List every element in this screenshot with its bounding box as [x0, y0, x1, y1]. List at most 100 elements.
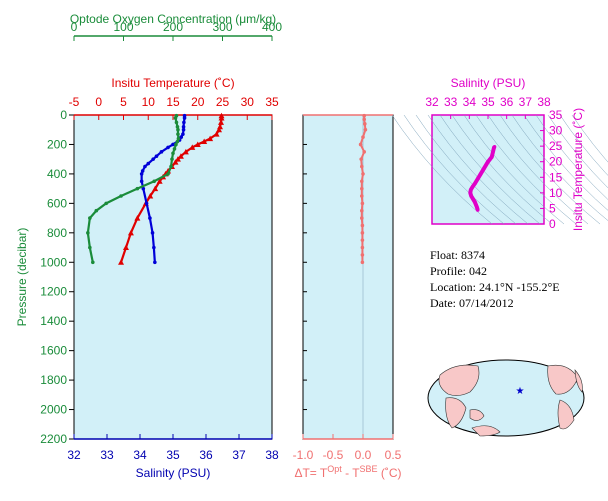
temperature-tick-label: 5 — [120, 95, 127, 109]
delta-point — [361, 172, 365, 176]
temperature-point — [213, 131, 220, 137]
temperature-point — [127, 229, 134, 236]
oxygen-point — [169, 164, 173, 169]
ts-temperature-tick-label: 10 — [549, 186, 563, 200]
pressure-tick-label: 1400 — [40, 314, 67, 328]
temperature-point — [201, 138, 208, 145]
delta-point — [360, 260, 365, 265]
oxygen-tick-label: 200 — [163, 20, 183, 34]
delta-point — [360, 201, 365, 206]
delta-point — [363, 122, 367, 126]
salinity-tick-label: 35 — [166, 448, 180, 462]
delta-point — [360, 223, 365, 228]
salinity-tick-label: 32 — [67, 448, 81, 462]
temperature-point — [218, 114, 225, 121]
delta-point — [360, 216, 364, 220]
landmass — [471, 425, 501, 437]
ts-temperature-tick-label: 0 — [549, 217, 556, 231]
temperature-axis-label: Insitu Temperature (˚C) — [111, 76, 234, 90]
temperature-tick-label: 30 — [241, 95, 255, 109]
delta-axis-label: ΔT= TOpt - TSBE (˚C) — [294, 464, 401, 480]
ts-point — [471, 197, 475, 201]
density-contour — [571, 114, 608, 163]
density-contour — [415, 114, 517, 225]
oxygen-tick-label: 300 — [212, 20, 232, 34]
salinity-point — [148, 216, 152, 220]
density-contour — [427, 114, 529, 225]
ts-temperature-tick-label: 15 — [549, 170, 563, 184]
temperature-tick-label: 0 — [95, 95, 102, 109]
density-contour — [487, 114, 589, 225]
oxygen-point — [170, 157, 174, 161]
salinity-axis-label: Salinity (PSU) — [136, 466, 211, 480]
salinity-point — [151, 157, 155, 161]
location-label: Location: 24.1°N -155.2°E — [430, 280, 560, 294]
delta-axis-label-part: (˚C) — [378, 466, 402, 480]
oxygen-point — [175, 124, 180, 129]
density-contour — [475, 114, 577, 225]
temperature-point — [152, 185, 159, 192]
delta-point — [362, 117, 367, 122]
ts-point — [475, 177, 480, 181]
delta-axis-label-part: Opt — [327, 464, 342, 474]
ts-temperature-tick-label: 30 — [549, 124, 563, 138]
salinity-tick-label: 36 — [199, 448, 213, 462]
float-label: Float: 8374 — [430, 248, 486, 262]
profile-panel: 0200400600800100012001400160018002000220… — [15, 12, 282, 480]
oxygen-point — [119, 194, 123, 198]
delta-axis-label-part: SBE — [360, 464, 378, 474]
landmass — [438, 364, 480, 396]
temperature-point — [177, 153, 184, 159]
oxygen-tick-label: 0 — [71, 20, 78, 34]
salinity-point — [146, 161, 151, 166]
density-contour — [523, 114, 608, 211]
salinity-point — [144, 201, 149, 206]
ts-point — [482, 166, 487, 170]
density-contour — [511, 114, 608, 221]
temperature-point — [118, 259, 125, 265]
ts-point — [489, 155, 494, 159]
landmass — [547, 364, 579, 395]
delta-axis-label-part: ΔT= T — [294, 466, 327, 480]
temperature-tick-label: 20 — [191, 95, 205, 109]
landmass — [469, 409, 485, 421]
ts-temperature-tick-label: 5 — [549, 201, 556, 215]
pressure-axis-label: Pressure (decibar) — [15, 228, 29, 327]
oxygen-point — [176, 136, 181, 141]
temperature-point — [134, 215, 141, 221]
temperature-tick-label: 35 — [265, 95, 279, 109]
delta-point — [358, 142, 363, 147]
ts-point — [469, 187, 473, 192]
ts-salinity-tick-label: 38 — [537, 95, 551, 109]
ts-point — [492, 145, 496, 150]
pressure-tick-label: 1200 — [40, 285, 67, 299]
world-map: ★ — [427, 359, 585, 437]
salinity-point — [150, 231, 155, 235]
delta-point — [363, 127, 368, 132]
pressure-tick-label: 800 — [47, 226, 67, 240]
salinity-point — [179, 135, 184, 139]
ts-salinity-tick-label: 32 — [425, 95, 439, 109]
salinity-point — [181, 124, 186, 129]
ts-point — [491, 149, 496, 153]
oxygen-point — [174, 142, 178, 147]
temperature-point — [207, 135, 214, 142]
pressure-tick-label: 600 — [47, 196, 67, 210]
delta-point — [360, 179, 364, 184]
ts-point — [470, 184, 475, 189]
ts-point — [478, 172, 483, 176]
density-contour — [403, 114, 505, 225]
delta-point — [362, 113, 367, 118]
salinity-point — [159, 150, 164, 154]
oxygen-point — [91, 260, 95, 265]
delta-tick-label: -0.5 — [323, 448, 344, 462]
pressure-tick-label: 2000 — [40, 403, 67, 417]
ts-salinity-axis-label: Salinity (PSU) — [451, 76, 526, 90]
ts-point — [473, 200, 477, 204]
ts-salinity-tick-label: 36 — [500, 95, 514, 109]
oxygen-point — [135, 186, 140, 191]
oxygen-point — [104, 201, 108, 206]
delta-point — [360, 238, 365, 242]
ts-plot-area — [431, 114, 545, 225]
